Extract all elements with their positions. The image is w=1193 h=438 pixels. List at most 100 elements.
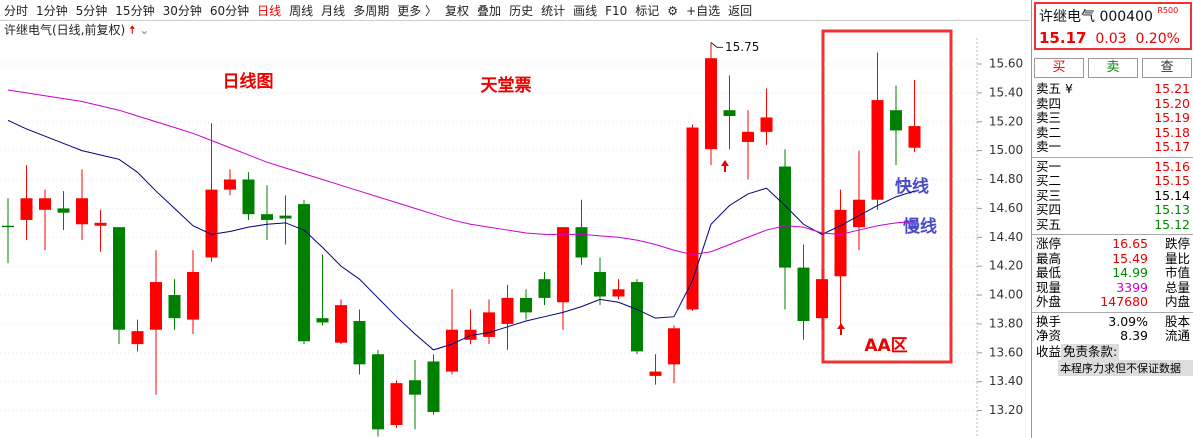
trade-button[interactable]: 卖 <box>1088 58 1138 78</box>
row-label: 卖二 <box>1036 124 1062 140</box>
row-label: 卖五 ¥ <box>1036 81 1084 97</box>
candle-body <box>742 131 754 142</box>
tool-button[interactable]: 复权 <box>445 3 470 18</box>
stat-label: 股本 <box>1164 313 1190 329</box>
candle-body <box>353 321 366 365</box>
candle-body <box>834 209 847 277</box>
candle-body <box>335 305 347 343</box>
period-tab[interactable]: 60分钟 <box>209 3 250 18</box>
row-value: 15.15 <box>1154 173 1190 188</box>
trade-button[interactable]: 买 <box>1034 58 1084 78</box>
tool-button[interactable]: 历史 <box>509 3 534 18</box>
currency: ¥ <box>1065 81 1073 96</box>
row-value: 15.19 <box>1154 110 1190 125</box>
y-tick-label: 15.60 <box>989 56 1023 70</box>
quote-box: 许继电气 000400 R500 15.17 0.03 0.20% <box>1034 2 1192 50</box>
stat-value: 8.39 <box>1120 328 1148 343</box>
candle-body <box>57 208 70 213</box>
period-tab[interactable]: 月线 <box>321 3 346 18</box>
ma-line <box>7 89 915 256</box>
y-tick-label: 13.40 <box>989 374 1023 388</box>
candle-body <box>853 199 865 228</box>
period-tab[interactable]: 5分钟 <box>75 3 108 18</box>
period-tab[interactable]: 更多 〉 <box>397 3 438 18</box>
stat-label: 现量 <box>1036 279 1062 295</box>
bid-row: 买四 15.13 <box>1032 202 1193 218</box>
tool-button[interactable]: 画线 <box>573 3 598 18</box>
bid-row: 买三 15.14 <box>1032 187 1193 204</box>
ask-row: 卖四 15.20 <box>1032 95 1193 112</box>
candle-body <box>594 271 606 297</box>
period-tab[interactable]: 分时 <box>4 3 29 18</box>
stat-row: 净资 8.39 流通 <box>1032 328 1193 344</box>
y-tick-label: 14.60 <box>989 201 1023 215</box>
quote-panel: 许继电气 000400 R500 15.17 0.03 0.20% 买卖查 卖五… <box>1031 0 1193 438</box>
candle-body <box>705 58 717 150</box>
dropdown-icon: ⌄ <box>139 23 150 37</box>
row-label: 买四 <box>1036 202 1062 217</box>
disclaimer-title: 免责条款: <box>1061 343 1120 360</box>
candle-body <box>631 282 643 352</box>
separator <box>1032 311 1193 313</box>
y-tick-label: 13.20 <box>989 403 1023 417</box>
candle-body <box>39 198 51 210</box>
change-pct: 0.20% <box>1135 31 1180 47</box>
stock-name: 许继电气 000400 <box>1039 9 1153 25</box>
candle-body <box>483 312 495 337</box>
stat-label: 跌停 <box>1164 236 1190 251</box>
y-tick-label: 14.00 <box>989 288 1023 302</box>
row-value: 15.20 <box>1154 95 1190 111</box>
candle-body <box>501 297 514 324</box>
candle-body <box>261 214 273 220</box>
candle-body <box>723 110 736 116</box>
tool-button[interactable]: 统计 <box>541 3 566 18</box>
candle-body <box>131 331 144 345</box>
ask-row: 卖二 15.18 <box>1032 124 1193 141</box>
tool-button[interactable]: 叠加 <box>477 3 502 18</box>
y-tick-label: 13.80 <box>989 316 1023 330</box>
order-book: 卖五 ¥15.21 卖四 15.20 卖三 15.19 卖二 15.18 卖一 15.17 买一 15… <box>1032 81 1193 376</box>
candle-body <box>150 282 162 330</box>
period-tab[interactable]: 30分钟 <box>162 3 202 18</box>
price: 15.17 <box>1039 29 1087 47</box>
stat-label: 最低 <box>1036 265 1062 280</box>
arrow-icon <box>721 160 729 172</box>
row-value: 15.17 <box>1154 139 1190 154</box>
period-tab[interactable]: 多周期 <box>353 3 390 18</box>
tool-button[interactable]: +自选 <box>686 3 721 18</box>
period-tab[interactable]: 周线 <box>289 3 314 18</box>
tool-button[interactable]: ⚙ <box>667 3 679 18</box>
candle-body <box>2 225 14 228</box>
period-tab[interactable]: 15分钟 <box>115 3 155 18</box>
period-tab[interactable]: 1分钟 <box>36 3 68 18</box>
row-label: 买三 <box>1036 187 1062 203</box>
candle-body <box>538 279 551 298</box>
candle-body <box>205 189 218 258</box>
annotation: AA区 <box>864 336 907 356</box>
tool-button[interactable]: 标记 <box>635 3 660 18</box>
tool-button[interactable]: 返回 <box>728 3 753 18</box>
candle-body <box>464 329 477 340</box>
tool-button[interactable]: F10 <box>605 3 628 18</box>
stat-value: 14.99 <box>1112 265 1148 280</box>
candle-body <box>316 318 329 323</box>
stat-label: 市值 <box>1164 265 1190 280</box>
row-value: 15.12 <box>1154 216 1190 232</box>
bid-row: 买一 15.16 <box>1032 159 1193 175</box>
candle-body <box>520 297 532 313</box>
max-label: 15.75 <box>725 40 759 54</box>
y-tick-label: 14.80 <box>989 172 1023 186</box>
chart-header-text: 许继电气(日线,前复权) <box>4 23 126 37</box>
y-tick-label: 14.40 <box>989 230 1023 244</box>
candle-body <box>76 198 88 225</box>
ask-row: 卖五 ¥15.21 <box>1032 81 1193 97</box>
buttons: 买卖查 <box>1034 58 1192 78</box>
stat-value: 3399 <box>1116 279 1148 295</box>
row-value: 15.14 <box>1154 187 1190 203</box>
stat-row: 换手 3.09% 股本 <box>1032 313 1193 330</box>
chart-header: 许继电气(日线,前复权) 🠅 ⌄ <box>4 21 149 42</box>
candle-body <box>686 127 699 310</box>
trade-button[interactable]: 查 <box>1142 58 1192 78</box>
period-tab[interactable]: 日线 <box>257 3 282 18</box>
